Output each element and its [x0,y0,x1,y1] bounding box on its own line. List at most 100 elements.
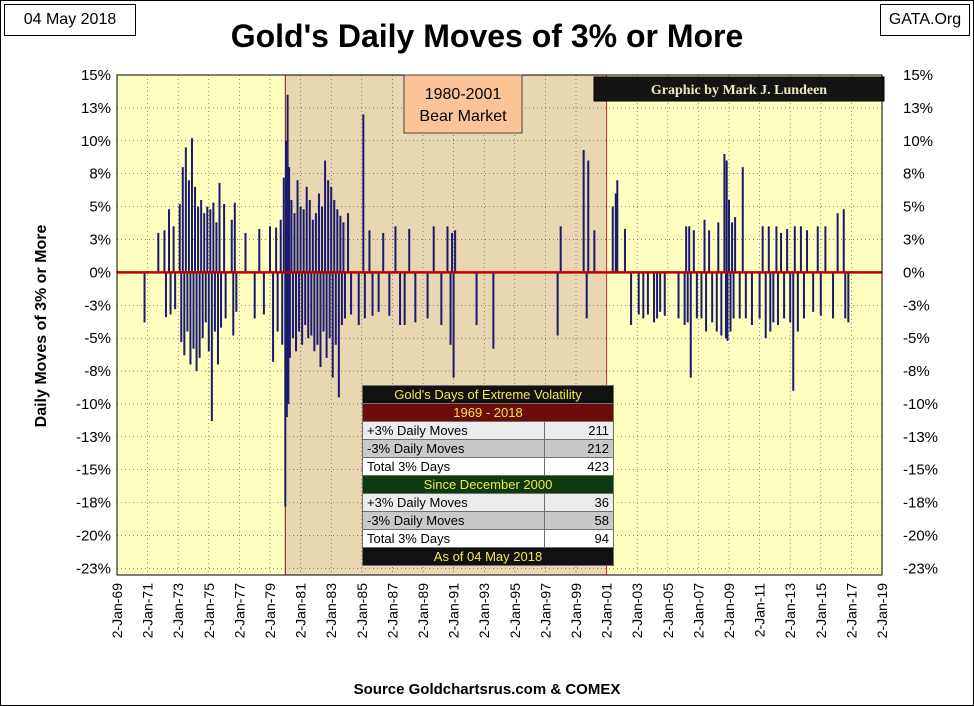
bar [286,94,289,273]
bar [772,272,775,323]
x-tick-label: 2-Jan-97 [537,583,553,638]
bar [731,222,734,273]
bar [832,272,835,319]
table-row: +3% Daily Moves 36 [362,493,614,512]
bar [368,230,371,273]
x-tick-label: 2-Jan-77 [231,583,247,638]
bar [750,272,753,325]
bar [183,272,186,356]
bar [741,167,744,273]
bar [703,219,706,273]
bar [726,272,729,341]
table-row: Total 3% Days 94 [362,529,614,548]
bar [347,213,350,273]
x-tick-label: 2-Jan-89 [415,583,431,638]
bar [350,272,353,315]
bar [642,272,645,319]
credit-annotation: Graphic by Mark J. Lundeen [593,76,885,102]
bar [287,272,290,404]
x-tick-label: 2-Jan-19 [874,583,890,638]
bar [272,272,275,362]
bar [314,213,317,273]
bar [282,177,285,273]
bar [816,226,819,273]
bar [394,226,397,273]
bar [452,272,455,378]
bar [218,182,221,273]
x-tick-label: 2-Jan-75 [201,583,217,638]
bar [582,150,585,273]
bar [688,226,691,273]
bar [724,272,727,339]
bar [204,272,207,323]
bar [307,272,310,339]
x-tick-label: 2-Jan-87 [384,583,400,638]
x-tick-label: 2-Jan-95 [507,583,523,638]
bar [776,272,779,325]
bar [689,272,692,378]
bar [301,272,304,345]
bar [792,272,795,391]
bar [184,147,187,273]
x-tick-label: 2-Jan-79 [262,583,278,638]
bar [192,272,195,349]
bar [761,226,764,273]
bar [164,272,167,318]
bar [296,180,299,273]
bar [789,272,792,323]
bar [220,272,223,328]
y-tick-label-right: 15% [903,67,933,84]
bar [723,153,726,273]
bar [686,272,689,323]
y-tick-label-right: -20% [903,528,938,545]
bar [556,272,559,336]
bar [195,272,198,372]
bar [653,272,656,323]
y-tick-label-right: 5% [903,199,925,216]
bar [663,272,666,316]
x-tick-label: 2-Jan-83 [323,583,339,638]
bar [734,217,737,273]
bar [317,193,320,273]
bar [313,272,316,352]
bar [322,272,325,332]
bar [819,272,822,316]
bar [262,272,265,315]
y-tick-label-left: -5% [84,330,111,347]
bar [692,230,695,273]
bar [685,226,688,273]
bear-market-annotation: 1980-2001 Bear Market [403,74,523,134]
bar [331,272,334,378]
source-tag-box: GATA.Org [880,4,970,36]
bar [327,180,330,273]
x-ticks: 2-Jan-69 2-Jan-71 2-Jan-73 2-Jan-75 2-Jan-77… [109,583,890,638]
y-tick-label-right: -8% [903,363,930,380]
bar [796,272,799,332]
x-tick-label: 2-Jan-11 [752,583,768,637]
bar [812,272,815,312]
bar [614,193,617,273]
stats-label: +3% Daily Moves [362,493,545,512]
bar [174,272,177,310]
bar [258,228,261,273]
bar [330,186,333,273]
y-tick-label-right: -15% [903,462,938,479]
bar [288,272,291,358]
bar [342,222,345,273]
bar [637,272,640,315]
bar [616,180,619,273]
bar [705,272,708,332]
bar [216,272,219,365]
bar [708,230,711,273]
stats-value: 211 [544,421,614,440]
bar [399,272,402,325]
bar [492,272,495,349]
bar [769,272,772,332]
x-tick-label: 2-Jan-85 [354,583,370,638]
bar [388,272,391,316]
bar [291,272,294,339]
y-tick-label-right: -23% [903,560,938,577]
y-tick-label-left: -18% [76,495,111,512]
table-row: -3% Daily Moves 212 [362,439,614,458]
